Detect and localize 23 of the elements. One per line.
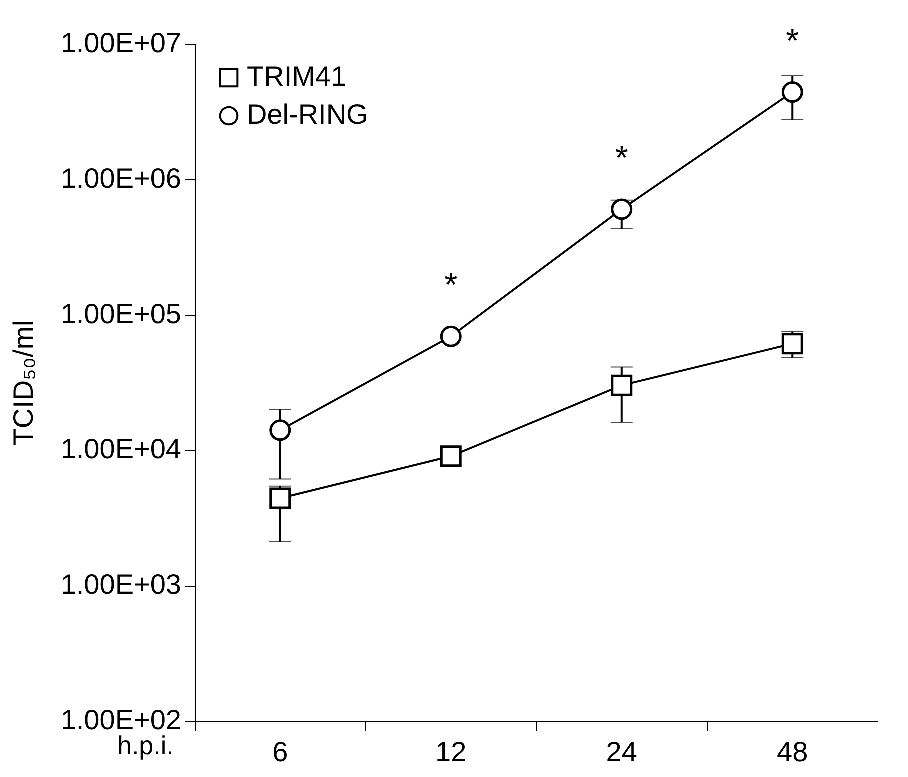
point <box>440 446 462 468</box>
legend-label: Del-RING <box>247 99 368 130</box>
x-tick-label: 12 <box>436 736 467 768</box>
point <box>611 374 633 396</box>
x-tick-label: 24 <box>606 736 638 768</box>
point <box>270 488 292 510</box>
y-tick-label: 1.00E+04 <box>60 434 182 465</box>
annotation: * <box>786 22 800 60</box>
y-axis-title: TCID₅₀/ml <box>8 320 39 446</box>
legend-label: TRIM41 <box>247 61 347 92</box>
x-tick-label: 48 <box>777 736 808 768</box>
point <box>270 420 292 442</box>
y-tick-label: 1.00E+07 <box>60 28 182 58</box>
x-tick-label: 6 <box>272 736 288 768</box>
point <box>611 198 633 220</box>
annotation: * <box>615 139 628 178</box>
y-tick-label: 1.00E+03 <box>60 569 182 600</box>
y-tick-label: 1.00E+05 <box>60 298 182 330</box>
point <box>782 333 804 355</box>
annotation: * <box>444 266 458 305</box>
y-tick-label: 1.00E+06 <box>60 162 182 194</box>
point <box>440 326 462 348</box>
point <box>782 82 804 103</box>
